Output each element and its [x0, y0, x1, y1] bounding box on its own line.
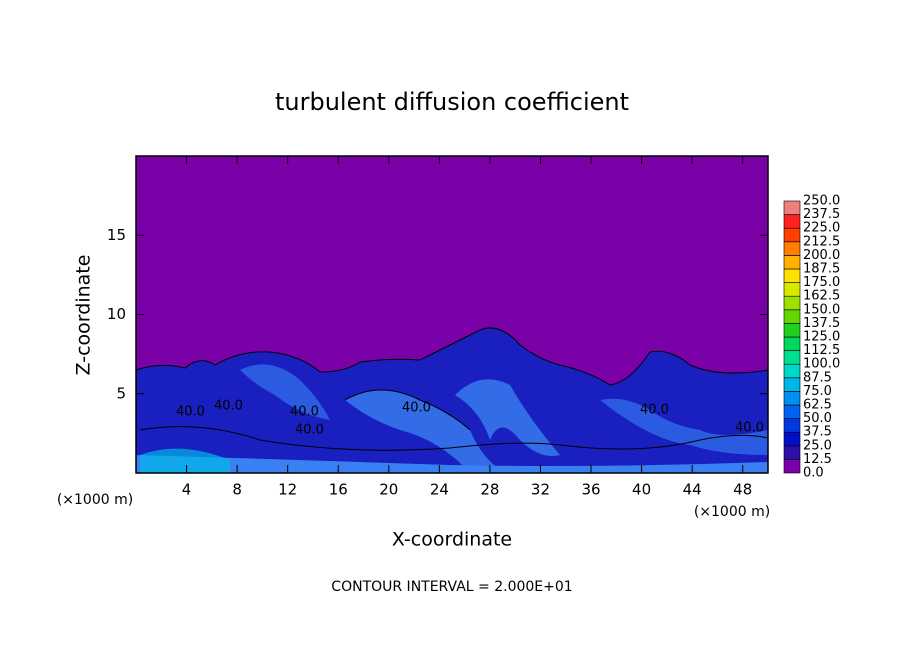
colorbar-segment [783, 404, 801, 419]
x-tick-label: 48 [733, 481, 752, 499]
colorbar-label: 37.5 [803, 425, 832, 440]
colorbar-label: 187.5 [803, 262, 840, 277]
colorbar-segment [783, 431, 801, 447]
colorbar-label: 100.0 [803, 357, 840, 372]
x-tick-label: 20 [379, 481, 398, 499]
colorbar-segment [783, 309, 801, 324]
x-tick-label: 40 [632, 481, 651, 499]
colorbar-segment [783, 363, 801, 379]
x-tick-label: 12 [278, 481, 297, 499]
chart-title: turbulent diffusion coefficient [275, 88, 629, 116]
colorbar-label: 125.0 [803, 330, 840, 345]
x-tick-label: 16 [329, 481, 348, 499]
colorbar-segment [783, 227, 801, 243]
colorbar-segment [783, 391, 801, 406]
colorbar-segment [783, 214, 801, 229]
footnote: CONTOUR INTERVAL = 2.000E+01 [331, 579, 572, 595]
x-tick-label: 24 [430, 481, 449, 499]
colorbar-label: 62.5 [803, 398, 832, 413]
colorbar-segment [783, 350, 801, 365]
x-tick-label: 4 [182, 481, 192, 499]
x-tick-label: 36 [581, 481, 600, 499]
colorbar-segment [783, 241, 801, 256]
x-unit: (×1000 m) [694, 504, 770, 520]
colorbar-label: 212.5 [803, 234, 840, 249]
colorbar-segment [783, 377, 801, 392]
colorbar-segment [783, 282, 801, 297]
x-tick-label: 44 [683, 481, 702, 499]
colorbar-segment [783, 200, 801, 215]
field [136, 156, 768, 473]
colorbar-segment [783, 323, 801, 338]
colorbar-label: 250.0 [803, 194, 840, 209]
contour-label: 40.0 [176, 405, 205, 420]
colorbar-label: 137.5 [803, 316, 840, 331]
colorbar-segment [783, 268, 801, 283]
colorbar-label: 87.5 [803, 370, 832, 385]
colorbar-label: 0.0 [803, 466, 824, 481]
x-unit-left: (×1000 m) [57, 492, 133, 508]
contour-label: 40.0 [214, 399, 243, 414]
y-axis-label: Z-coordinate [73, 255, 95, 376]
x-axis-label: X-coordinate [392, 529, 512, 551]
colorbar-segment [783, 459, 801, 474]
colorbar-label: 225.0 [803, 221, 840, 236]
y-tick-label: 10 [107, 305, 126, 323]
colorbar-label: 162.5 [803, 289, 840, 304]
contour-label: 40.0 [290, 405, 319, 420]
colorbar-label: 112.5 [803, 343, 840, 358]
y-tick-label: 15 [107, 226, 126, 244]
contour-label: 40.0 [295, 423, 324, 438]
colorbar-label: 25.0 [803, 438, 832, 453]
colorbar-segment [783, 445, 801, 460]
y-tick-label: 5 [116, 384, 126, 402]
colorbar-label: 150.0 [803, 302, 840, 317]
contour-label: 40.0 [640, 403, 669, 418]
colorbar-segment [783, 336, 801, 351]
colorbar-label: 200.0 [803, 248, 840, 263]
colorbar-label: 75.0 [803, 384, 832, 399]
colorbar-label: 237.5 [803, 207, 840, 222]
colorbar-segment [783, 255, 801, 270]
colorbar-label: 175.0 [803, 275, 840, 290]
contour-label: 40.0 [735, 421, 764, 436]
x-tick-label: 28 [480, 481, 499, 499]
contour-label: 40.0 [402, 401, 431, 416]
colorbar-segment [783, 295, 801, 311]
colorbar-segment [783, 418, 801, 433]
x-tick-label: 8 [232, 481, 242, 499]
x-tick-label: 32 [531, 481, 550, 499]
colorbar-label: 50.0 [803, 411, 832, 426]
colorbar-label: 12.5 [803, 452, 832, 467]
